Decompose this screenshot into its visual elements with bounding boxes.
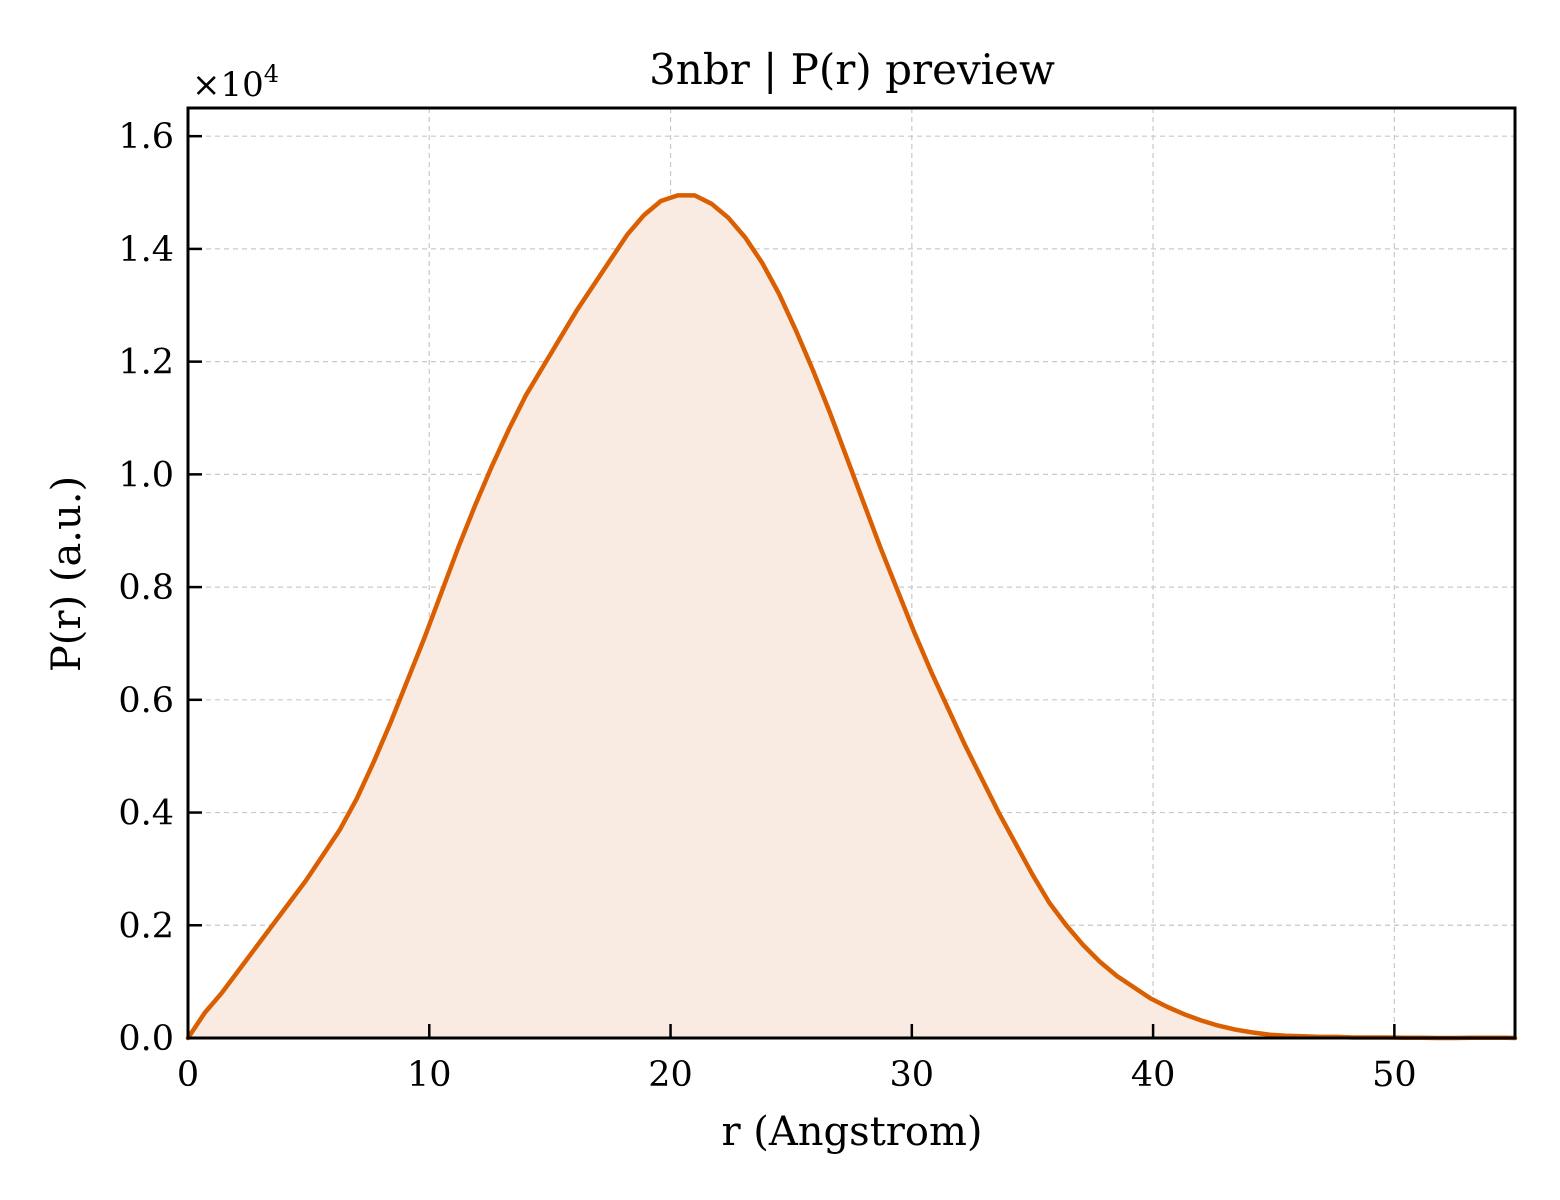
x-tick-label: 50 (1372, 1055, 1417, 1095)
y-tick-label: 0.2 (118, 906, 174, 946)
y-tick-label: 0.0 (118, 1019, 174, 1059)
x-axis-label: r (Angstrom) (721, 1109, 982, 1155)
x-tick-label: 30 (890, 1055, 935, 1095)
plot-frame (186, 106, 1517, 1040)
y-axis-multiplier: ×104 (192, 60, 279, 105)
x-tick-label: 20 (648, 1055, 693, 1095)
chart-title: 3nbr | P(r) preview (649, 45, 1055, 94)
y-axis-label: P(r) (a.u.) (44, 476, 90, 672)
series-line (185, 193, 1518, 1041)
y-tick-label: 0.4 (118, 794, 174, 834)
y-tick-label: 1.6 (118, 117, 174, 157)
axis-ticks: 0 10 20 30 40 50 0.0 0.2 0.4 0.6 0.8 1.0 1.2 1.4 1.6 (118, 117, 1416, 1095)
x-tick-label: 10 (407, 1055, 452, 1095)
area-fill (188, 195, 1515, 1039)
y-tick-label: 1.0 (118, 455, 174, 495)
y-tick-label: 0.8 (118, 568, 174, 608)
x-tick-label: 40 (1131, 1055, 1176, 1095)
x-tick-label: 0 (177, 1055, 199, 1095)
y-tick-label: 1.4 (118, 230, 174, 270)
y-tick-label: 0.6 (118, 681, 174, 721)
y-tick-label: 1.2 (118, 343, 174, 383)
